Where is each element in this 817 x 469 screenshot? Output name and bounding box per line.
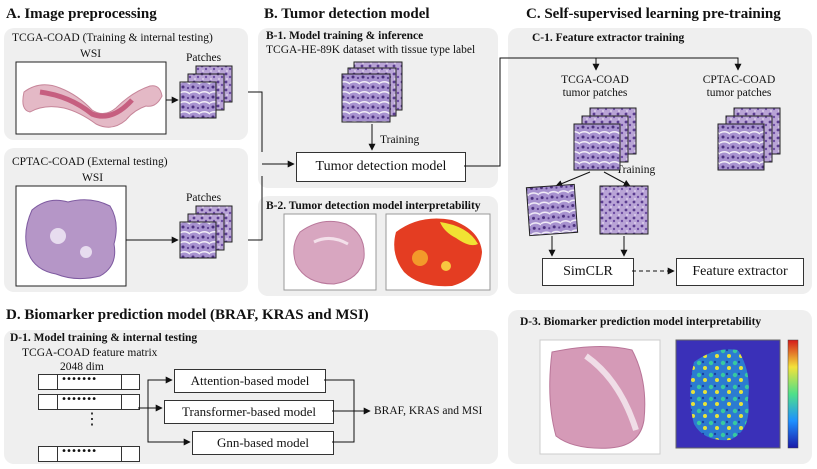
c1-cptac-label-line2: tumor patches [706,87,772,99]
b1-dataset-patch-stack [341,61,403,123]
a-group2-title: CPTAC-COAD (External testing) [12,156,168,168]
vector-dots: ••••••• [61,446,97,457]
a-group1-title: TCGA-COAD (Training & internal testing) [12,32,213,44]
a2-patch-stack [179,205,233,259]
a-group2-patches-label: Patches [186,192,222,204]
c1-augmented-view-2 [599,185,649,235]
d3-title: D-3. Biomarker prediction model interpre… [520,316,762,328]
c1-cptac-patch-stack [717,107,781,171]
vector-dots: ••••••• [61,394,97,405]
b1-dataset-label: TCGA-HE-89K dataset with tissue type lab… [266,44,476,56]
vector-vertical-dots: ⋮ [84,411,100,428]
c1-tcga-patch-stack [573,107,637,171]
transformer-model-box: Transformer-based model [164,400,334,424]
b1-training-label: Training [380,134,420,146]
section-a-title: A. Image preprocessing [6,6,157,22]
c1-cptac-label-line1: CPTAC-COAD [702,74,776,86]
section-b-title: B. Tumor detection model [264,6,430,22]
simclr-box: SimCLR [542,258,634,286]
c1-tcga-label: TCGA-COAD tumor patches [540,74,650,100]
a-group1-patches-label: Patches [186,52,222,64]
a1-wsi-image [15,61,167,135]
a2-wsi-image [15,185,127,287]
feature-extractor-box: Feature extractor [676,258,804,286]
a-group2-wsi-label: WSI [82,172,104,184]
feature-vector-row-2: ••••••• [38,394,140,410]
attention-model-box: Attention-based model [174,369,326,393]
gnn-model-box: Gnn-based model [192,431,334,455]
c1-augmented-view-1 [525,183,579,237]
b2-wsi-image [283,213,377,291]
d1-output-label: BRAF, KRAS and MSI [374,405,483,417]
c1-training-label: Training [616,164,656,176]
feature-vector-row-1: ••••••• [38,374,140,390]
vector-dots: ••••••• [61,374,97,385]
section-d-title: D. Biomarker prediction model (BRAF, KRA… [6,307,369,323]
d3-wsi-image [539,339,661,455]
feature-vector-row-3: ••••••• [38,446,140,462]
d3-heatmap-image [675,339,781,449]
c1-tcga-label-line2: tumor patches [562,87,628,99]
tumor-detection-model-box: Tumor detection model [296,152,466,182]
b2-title: B-2. Tumor detection model interpretabil… [266,200,481,212]
b1-title: B-1. Model training & inference [266,30,424,42]
b2-heatmap-image [385,213,491,291]
c1-title: C-1. Feature extractor training [532,32,685,44]
c1-cptac-label: CPTAC-COAD tumor patches [684,74,794,100]
a1-patch-stack [179,65,233,119]
d3-colorbar [787,339,799,449]
c1-tcga-label-line1: TCGA-COAD [561,74,629,86]
d1-matrix-label: TCGA-COAD feature matrix [22,347,158,359]
a-group1-wsi-label: WSI [80,48,102,60]
d1-title: D-1. Model training & internal testing [10,332,198,344]
d1-dim-label: 2048 dim [60,361,104,373]
section-c-title: C. Self-supervised learning pre-training [526,6,781,22]
